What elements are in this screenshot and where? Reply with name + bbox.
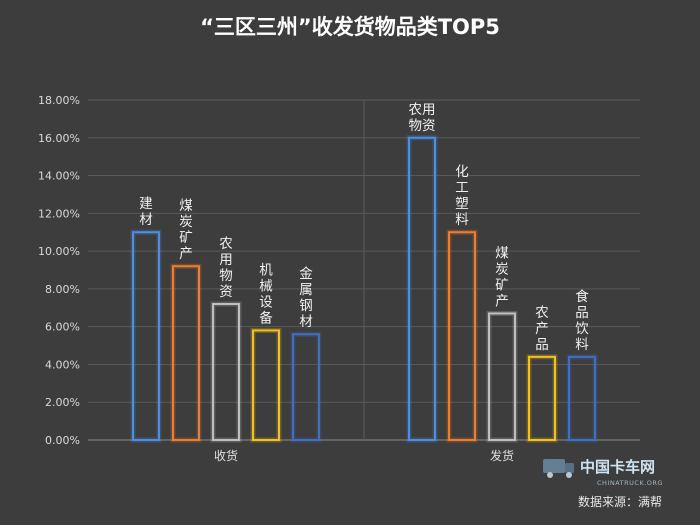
- bar-glow: [250, 327, 282, 443]
- bar-label-char: 物: [219, 268, 233, 284]
- bar-label-char: 材: [299, 314, 313, 330]
- bar-label-char: 煤: [179, 198, 193, 214]
- bar-label-char: 工: [455, 180, 469, 196]
- bar-label-char: 塑: [455, 196, 469, 212]
- bar-label-char: 设: [259, 294, 273, 310]
- bar: [252, 329, 280, 442]
- bar-label-char: 备: [259, 309, 273, 326]
- bar: [448, 231, 476, 441]
- y-tick-label: 6.00%: [45, 321, 80, 334]
- y-tick-label: 10.00%: [38, 245, 80, 258]
- bar-label-char: 用: [219, 252, 233, 268]
- bar-glow: [566, 354, 598, 443]
- bar: [488, 312, 516, 442]
- bar-glow: [170, 263, 202, 443]
- bar-label-char: 化: [455, 164, 469, 180]
- y-tick-label: 8.00%: [45, 283, 80, 296]
- bar-label-char: 食: [575, 288, 589, 305]
- bar-label-char: 煤: [495, 245, 509, 261]
- bar-label-char: 械: [259, 278, 273, 294]
- bar-glow: [526, 354, 558, 443]
- bar-label-char: 炭: [179, 214, 193, 230]
- bar-label-char: 建: [139, 196, 153, 212]
- bar-label-char: 资: [219, 284, 233, 300]
- bars: [130, 135, 598, 443]
- x-category-label: 收货: [214, 448, 238, 463]
- bar-glow: [130, 229, 162, 443]
- bar-glow: [210, 301, 242, 443]
- x-axis: 收货 发货: [214, 448, 514, 463]
- bar: [408, 136, 436, 441]
- y-tick-label: 14.00%: [38, 170, 80, 183]
- bar-glow: [290, 331, 322, 443]
- truck-icon: [543, 459, 574, 478]
- bar-label-char: 产: [179, 246, 193, 262]
- y-tick-label: 0.00%: [45, 434, 80, 447]
- watermark-logo: 中国卡车网 CHINATRUCK.ORG: [543, 458, 663, 487]
- bar: [528, 355, 556, 441]
- data-source: 数据来源：满帮: [578, 494, 662, 509]
- bar-label-char: 金: [299, 266, 313, 282]
- bar: [568, 355, 596, 441]
- bar-glow: [486, 310, 518, 443]
- logo-url: CHINATRUCK.ORG: [597, 479, 663, 487]
- gridlines: [88, 99, 640, 441]
- bar: [132, 231, 160, 441]
- bar-label-char: 品: [575, 305, 589, 321]
- bar-label-char: 机: [259, 262, 273, 278]
- chart-title: “三区三州”收发货物品类TOP5: [200, 15, 500, 39]
- bar-label-char: 材: [139, 212, 153, 228]
- bar-label-char: 钢: [299, 298, 313, 314]
- y-axis: 0.00% 2.00% 4.00% 6.00% 8.00% 10.00% 12.00% 14.…: [38, 94, 80, 447]
- bar-label-char: 农: [219, 236, 233, 252]
- y-tick-label: 16.00%: [38, 132, 80, 145]
- bar: [292, 333, 320, 442]
- bar-label-char: 属: [299, 282, 313, 298]
- logo-name: 中国卡车网: [580, 458, 655, 476]
- bar: [212, 303, 240, 441]
- bar-label-char: 矿: [179, 230, 193, 246]
- bar-label-char: 产: [535, 321, 549, 337]
- bar: [172, 265, 200, 441]
- bar-label-char: 农: [535, 305, 549, 321]
- bar-label: 建材: [139, 196, 153, 228]
- bar-label-text: 物资: [409, 118, 436, 134]
- bar-label-char: 矿: [495, 277, 509, 293]
- bar-label-char: 饮: [575, 321, 589, 337]
- y-tick-label: 18.00%: [38, 94, 80, 107]
- x-category-label: 发货: [490, 448, 514, 463]
- bar-label-char: 产: [495, 293, 509, 309]
- bar-label-char: 料: [455, 212, 469, 228]
- y-tick-label: 2.00%: [45, 396, 80, 409]
- bar-label: 农产品: [535, 305, 549, 353]
- bar-glow: [446, 229, 478, 443]
- bar-label-char: 品: [535, 337, 549, 353]
- bar-label-char: 炭: [495, 261, 509, 277]
- y-tick-label: 12.00%: [38, 207, 80, 220]
- y-tick-label: 4.00%: [45, 358, 80, 371]
- bar-label-char: 料: [575, 337, 589, 353]
- bar-label-text: 农用: [409, 102, 436, 118]
